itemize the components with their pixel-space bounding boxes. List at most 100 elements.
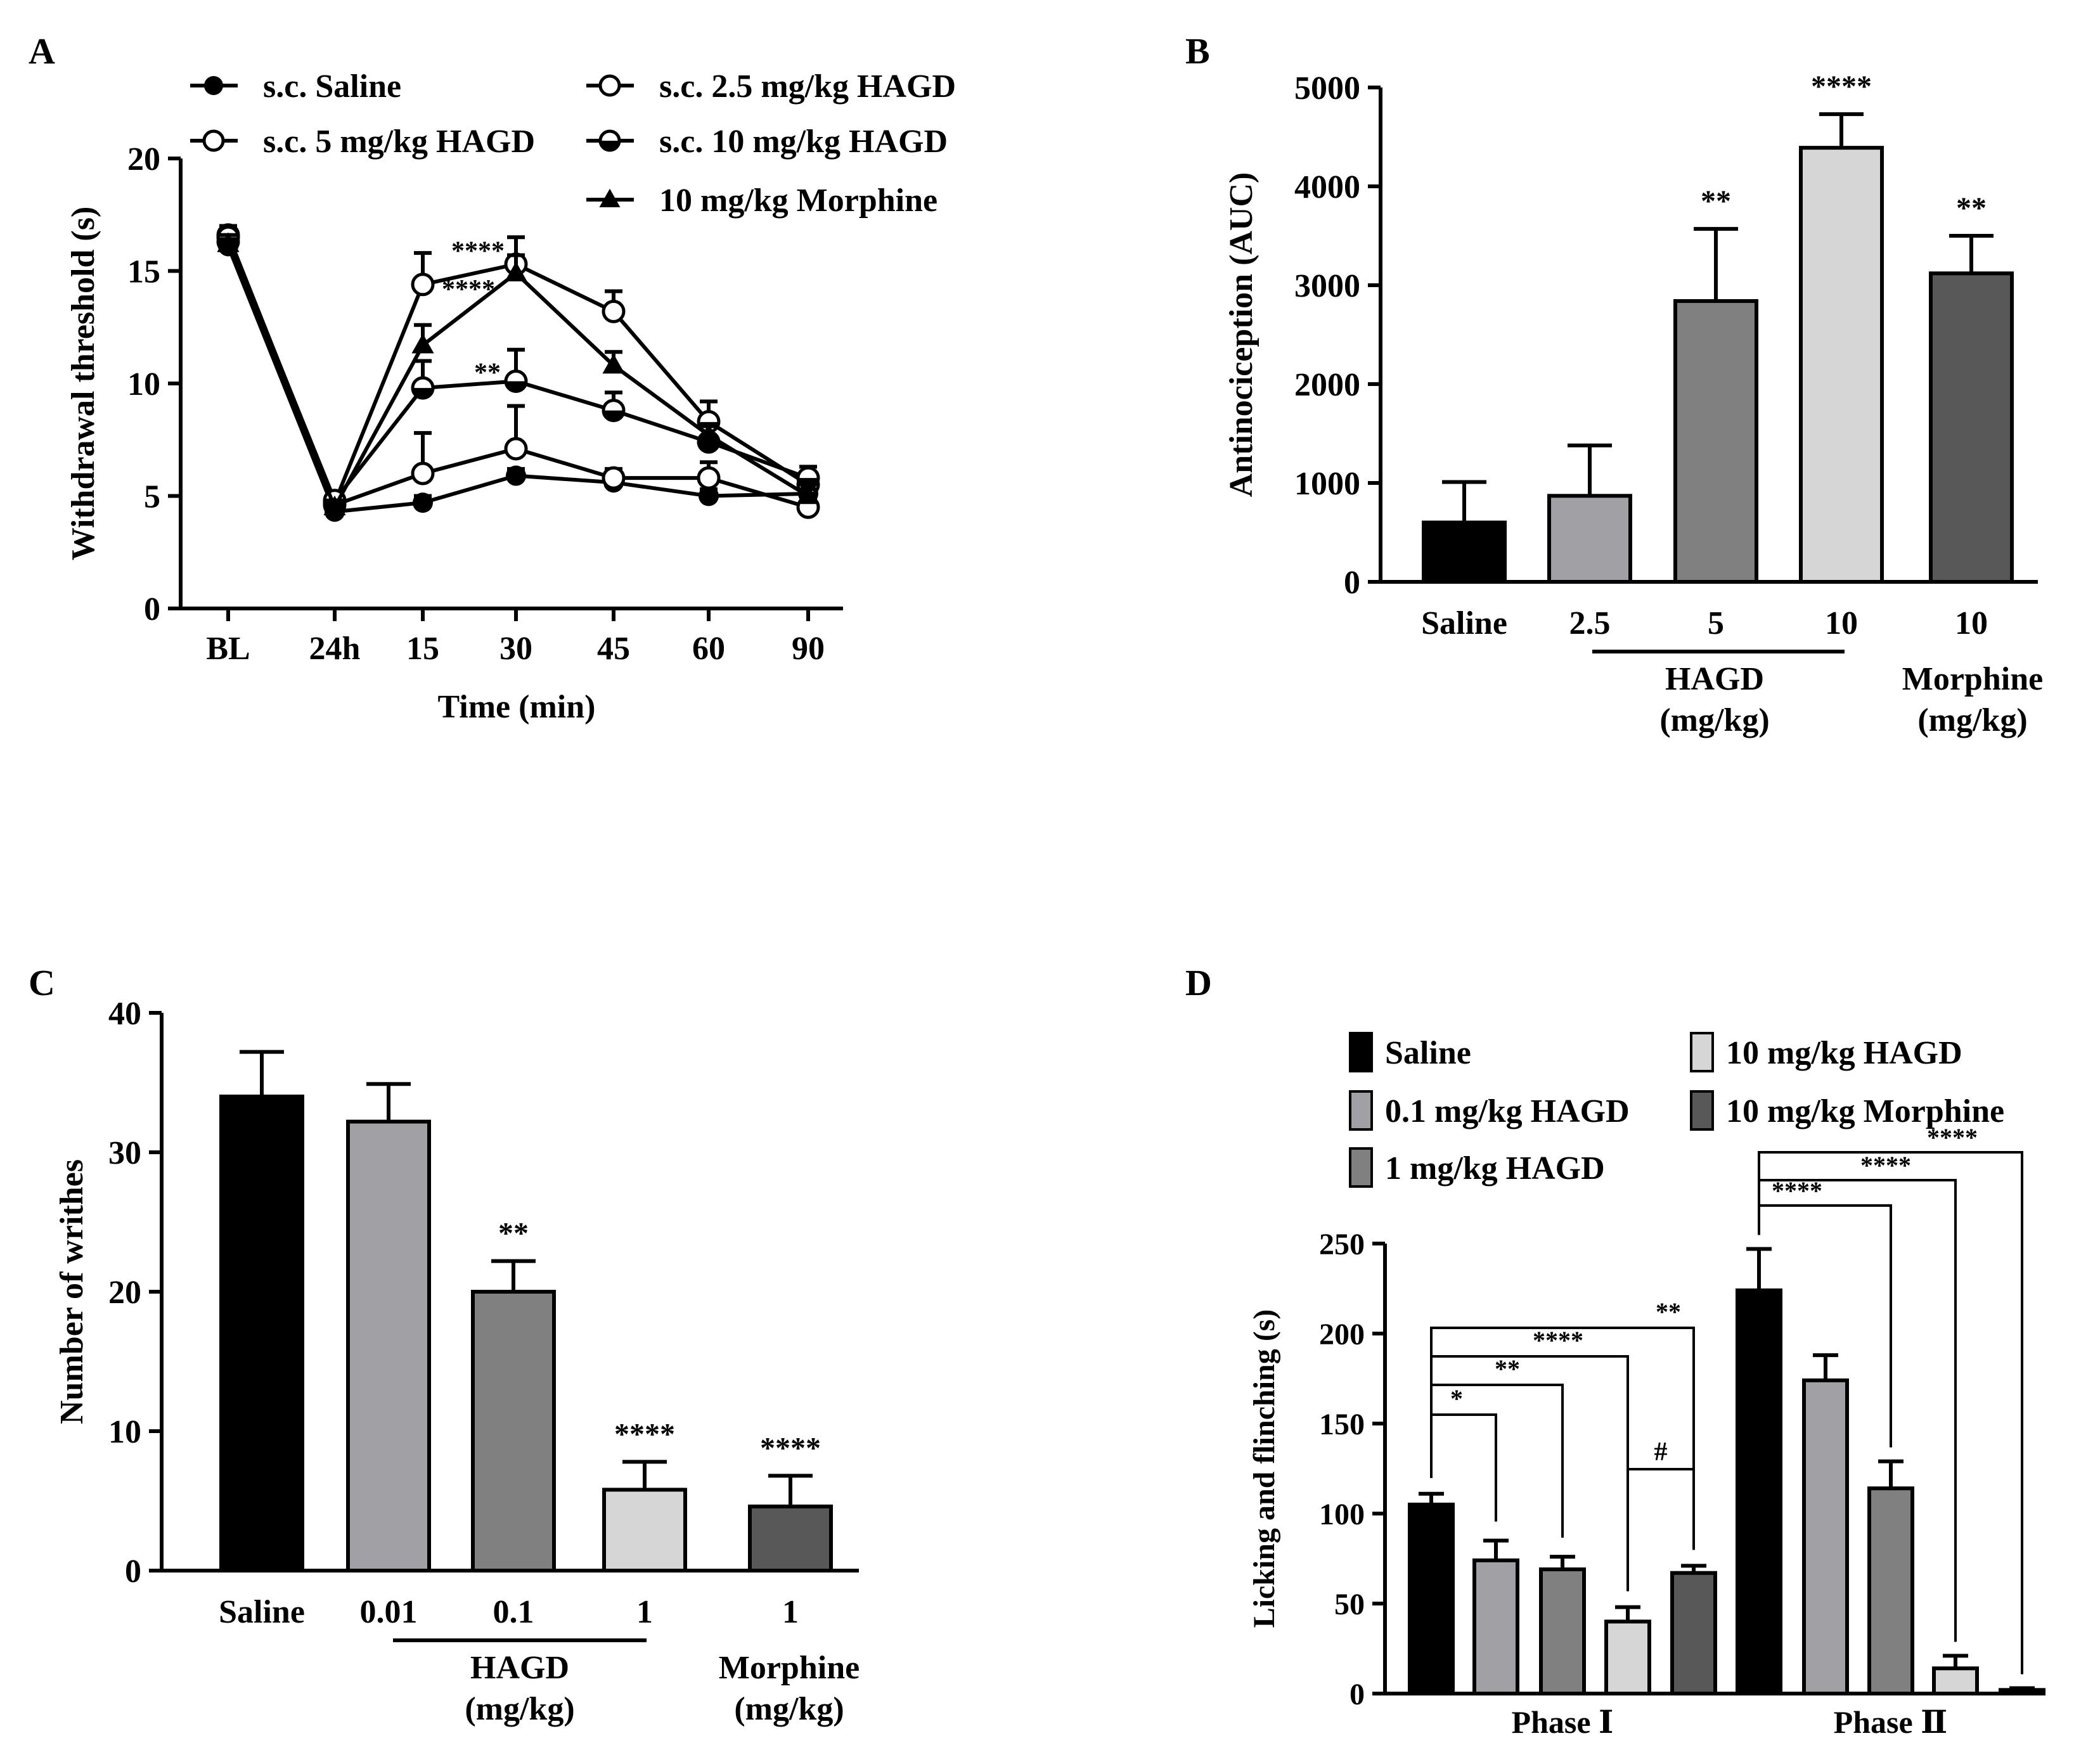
point-marker <box>697 423 720 444</box>
x-tick-label: 24h <box>309 631 361 667</box>
y-tick-label: 20 <box>127 141 160 177</box>
point-marker <box>602 466 626 490</box>
legend-label: 1 mg/kg HAGD <box>1385 1150 1605 1187</box>
point-marker <box>204 76 223 95</box>
group-unit-label: (mg/kg) <box>1659 702 1769 738</box>
legend-label: 0.1 mg/kg HAGD <box>1385 1093 1630 1129</box>
bar-0-4 <box>1670 1571 1717 1695</box>
significance-label: ** <box>474 358 501 387</box>
y-tick-label: 0 <box>144 591 160 627</box>
significance-label: ** <box>1701 184 1731 218</box>
legend-swatch <box>1690 1032 1714 1072</box>
bar-3 <box>602 1488 687 1573</box>
legend-swatch <box>1349 1090 1373 1131</box>
point-marker <box>602 354 625 374</box>
marker-fill <box>798 478 818 489</box>
x-tick-label: 90 <box>792 631 825 667</box>
x-tick-label: 2.5 <box>1569 605 1611 641</box>
y-tick-label: 3000 <box>1294 268 1360 304</box>
point-marker <box>217 232 240 252</box>
legend-item-0: s.c. Saline <box>190 68 401 105</box>
comparison-bracket <box>1758 1179 1957 1642</box>
point-marker <box>411 376 435 400</box>
legend-item-1: s.c. 2.5 mg/kg HAGD <box>586 68 956 105</box>
legend-item-4: 10 mg/kg Morphine <box>1690 1090 2004 1131</box>
point-marker <box>602 399 626 423</box>
legend-swatch <box>1690 1090 1714 1131</box>
point-marker <box>504 369 528 393</box>
point-marker <box>413 492 433 513</box>
legend-item-3: 10 mg/kg HAGD <box>1690 1032 1962 1072</box>
y-tick-label: 15 <box>127 254 160 290</box>
marker-fill <box>413 388 433 399</box>
legend-label: s.c. 5 mg/kg HAGD <box>263 124 535 160</box>
x-tick-label: 30 <box>499 631 532 667</box>
bar-2 <box>1673 299 1758 584</box>
x-tick-label: 10 <box>1955 605 1988 641</box>
y-tick-label: 30 <box>108 1135 141 1171</box>
bar-0 <box>219 1095 304 1573</box>
panel-label-d: D <box>1185 962 1212 1003</box>
x-tick-label: 0.01 <box>360 1594 418 1630</box>
bar-1-3 <box>1932 1666 1979 1695</box>
comparison-bracket <box>1430 1327 1695 1547</box>
point-marker <box>697 466 721 490</box>
legend-label: s.c. Saline <box>263 68 401 105</box>
legend-item-2: s.c. 5 mg/kg HAGD <box>190 124 535 160</box>
y-tick-label: 0 <box>1344 565 1360 601</box>
y-tick-label: 1000 <box>1294 466 1360 502</box>
bar-0-0 <box>1408 1502 1455 1696</box>
legend-label: s.c. 2.5 mg/kg HAGD <box>659 68 956 105</box>
series-line-4 <box>217 232 820 516</box>
group-label: HAGD <box>1665 661 1764 697</box>
marker-fill <box>600 141 619 150</box>
x-tick-label: 10 <box>1825 605 1858 641</box>
group-label: Morphine <box>719 1650 860 1686</box>
y-tick-label: 4000 <box>1294 169 1360 205</box>
x-tick-label: Saline <box>1421 605 1507 641</box>
legend-label: 10 mg/kg HAGD <box>1726 1035 1962 1071</box>
group-unit-label: (mg/kg) <box>734 1691 844 1727</box>
x-tick-label: BL <box>206 631 250 667</box>
comparison-label: **** <box>1860 1151 1911 1180</box>
point-marker <box>411 273 435 297</box>
bar-4 <box>748 1504 833 1573</box>
legend-label: Saline <box>1385 1035 1471 1071</box>
point-marker <box>599 188 621 207</box>
y-tick-label: 150 <box>1319 1408 1365 1441</box>
y-tick-label: 200 <box>1319 1318 1365 1351</box>
comparison-label: ** <box>1656 1297 1681 1326</box>
x-tick-label: 0.1 <box>493 1594 534 1630</box>
bar-4 <box>1929 271 2014 584</box>
significance-label: **** <box>614 1417 675 1451</box>
y-tick-label: 0 <box>1350 1678 1365 1711</box>
bar-3 <box>1799 146 1884 584</box>
y-tick-label: 20 <box>108 1275 141 1311</box>
point-marker <box>411 461 435 486</box>
bar-0-1 <box>1472 1558 1519 1696</box>
y-axis-title: Antinociception (AUC) <box>1223 172 1259 498</box>
chart-c-bar: 0 10 20 30 40 Number of writhes Saline 0.01 ** 0.… <box>54 996 860 1727</box>
significance-label: **** <box>451 237 505 266</box>
y-tick-label: 50 <box>1334 1588 1365 1621</box>
comparison-label: ** <box>1495 1354 1520 1383</box>
y-axis-title: Number of writhes <box>54 1159 90 1424</box>
point-marker <box>411 333 434 354</box>
group-unit-label: (mg/kg) <box>1917 702 2027 738</box>
bar-1-1 <box>1802 1378 1849 1696</box>
bar-1-0 <box>1736 1288 1782 1695</box>
significance-label: ** <box>1956 191 1987 225</box>
chart-d-grouped-bar: 0 50 100 150 200 250 Licking and flinching (s)… <box>1247 1032 2045 1740</box>
point-marker <box>323 495 346 516</box>
comparison-label: * <box>1450 1384 1463 1413</box>
x-tick-label: Phase Ⅰ <box>1512 1704 1614 1740</box>
significance-label: **** <box>1811 70 1872 103</box>
x-tick-label: 60 <box>692 631 725 667</box>
legend-swatch <box>1349 1147 1373 1188</box>
comparison-label: # <box>1654 1437 1668 1467</box>
bar-1-4 <box>1999 1688 2045 1696</box>
marker-fill <box>506 381 526 392</box>
y-tick-label: 5 <box>144 479 160 515</box>
y-tick-label: 0 <box>125 1553 141 1590</box>
bar-2 <box>471 1290 556 1573</box>
